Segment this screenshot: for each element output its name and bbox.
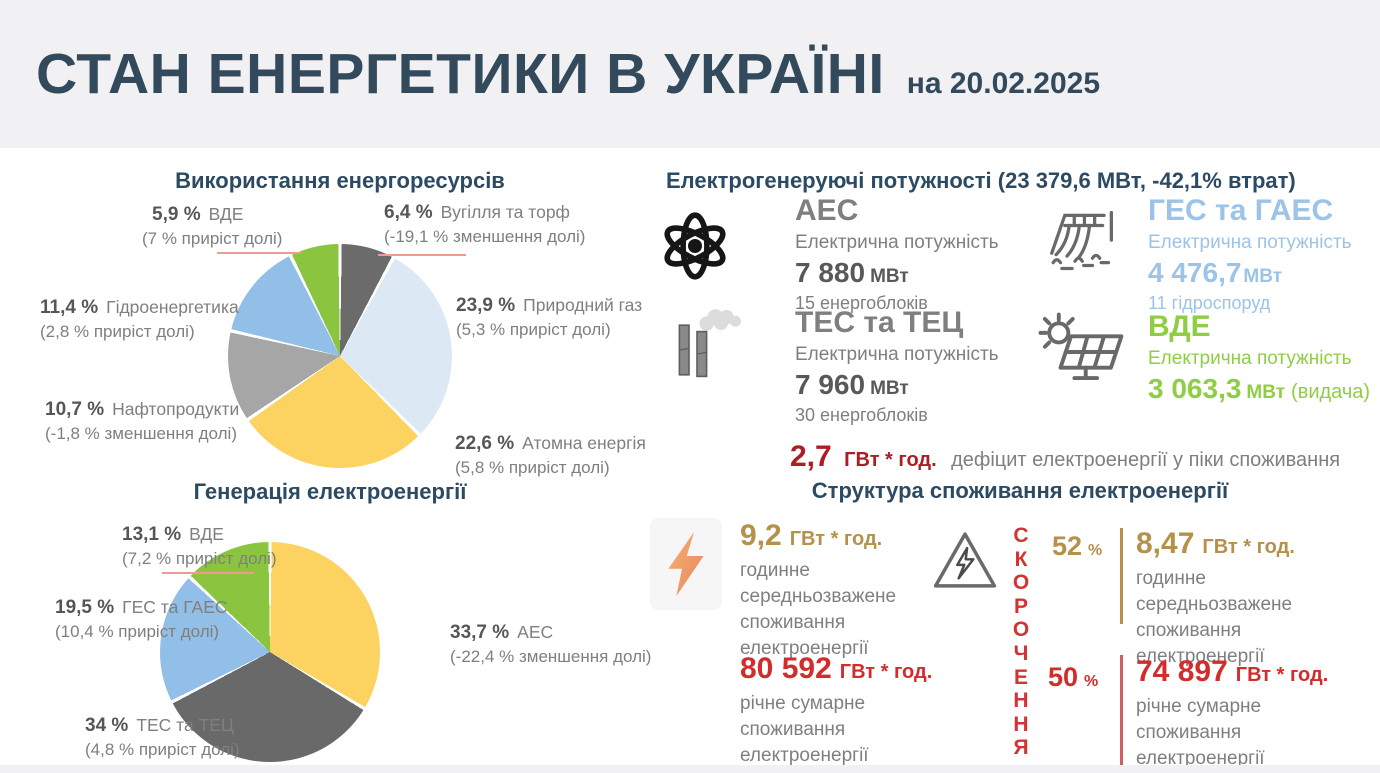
footer-band bbox=[0, 765, 1380, 773]
consumption-title: Структура споживання електроенергії bbox=[811, 478, 1229, 503]
pie1-label-coal: 6,4 % Вугілля та торф (-19,1 % зменшення … bbox=[384, 202, 586, 246]
report-date: на 20.02.2025 bbox=[906, 67, 1101, 100]
annual-reduction-percent: 50% bbox=[1048, 662, 1099, 692]
vde-power-label: Електрична потужність bbox=[1148, 348, 1352, 369]
annual-consumption-left: 80 592 ГВт * год. річне сумарне споживанн… bbox=[740, 652, 940, 769]
chimney-icon bbox=[665, 306, 745, 394]
annual-right-value: 74 897 ГВт * год. bbox=[1136, 655, 1329, 688]
hourly-consumption-left: 9,2 ГВт * год. годинне середньозважене сп… bbox=[740, 519, 940, 662]
leader-line-vde2 bbox=[162, 572, 254, 574]
pie1-label-oil: 10,7 % Нафтопродукти (-1,8 % зменшення до… bbox=[45, 399, 240, 443]
vde-block: ВДЕ Електрична потужність 3 063,3 МВт (вид… bbox=[1148, 312, 1370, 410]
tes-units-count: 30 енергоблоків bbox=[795, 405, 928, 425]
atom-icon bbox=[660, 203, 730, 289]
ges-title: ГЕС та ГАЕС bbox=[1148, 194, 1334, 227]
deficit-row: 2,7 ГВт * год. дефіцит електроенергії у … bbox=[790, 440, 1340, 474]
hourly-right-desc: годинне середньозважене споживання елект… bbox=[1136, 568, 1293, 667]
pie1-label-gas: 23,9 % Природний газ (5,3 % приріст долі) bbox=[456, 295, 643, 339]
tes-capacity: 7 960 МВт bbox=[795, 369, 909, 400]
aes-title: АЕС bbox=[795, 194, 859, 227]
pie2-label-aes: 33,7 % АЕС (-22,4 % зменшення долі) bbox=[450, 622, 652, 666]
gold-divider bbox=[1120, 528, 1123, 624]
aes-power-label: Електрична потужність bbox=[795, 232, 999, 253]
deficit-value: 2,7 bbox=[790, 440, 832, 473]
annual-consumption-right: 74 897 ГВт * год. річне сумарне споживанн… bbox=[1136, 655, 1336, 772]
hourly-left-desc: годинне середньозважене споживання елект… bbox=[740, 560, 897, 659]
pie-chart-electricity-generation bbox=[160, 542, 380, 762]
pie-chart-energy-resources bbox=[228, 244, 452, 468]
leader-line-coal bbox=[378, 254, 466, 256]
high-voltage-warning-icon bbox=[930, 528, 1000, 597]
vde-title: ВДЕ bbox=[1148, 310, 1211, 343]
tes-title: ТЕС та ТЕЦ bbox=[795, 306, 964, 339]
pie1-label-nuclear: 22,6 % Атомна енергія (5,8 % приріст долі… bbox=[455, 433, 646, 477]
page-title: СТАН ЕНЕРГЕТИКИ В УКРАЇНІ bbox=[36, 42, 885, 106]
lightning-icon bbox=[650, 518, 722, 610]
hourly-right-value: 8,47 ГВт * год. bbox=[1136, 527, 1295, 560]
aes-block: АЕС Електрична потужність 7 880 МВт 15 ен… bbox=[795, 194, 999, 313]
red-divider bbox=[1120, 655, 1123, 767]
aes-units-count: 15 енергоблоків bbox=[795, 293, 928, 313]
ges-capacity: 4 476,7 МВт bbox=[1148, 257, 1283, 288]
hourly-consumption-right: 8,47 ГВт * год. годинне середньозважене с… bbox=[1136, 527, 1336, 670]
annual-left-value: 80 592 ГВт * год. bbox=[740, 652, 933, 685]
ges-power-label: Електрична потужність bbox=[1148, 232, 1352, 253]
pie2-label-vde: 13,1 % ВДЕ (7,2 % приріст долі) bbox=[122, 524, 277, 568]
pie1-label-vde: 5,9 % ВДЕ (7 % приріст долі) bbox=[142, 204, 283, 248]
pie2-label-hydro: 19,5 % ГЕС та ГАЕС (10,4 % приріст долі) bbox=[55, 597, 228, 641]
pie2-label-tes: 34 % ТЕС та ТЕЦ (4,8 % приріст долі) bbox=[85, 715, 240, 759]
header-band: СТАН ЕНЕРГЕТИКИ В УКРАЇНІ на 20.02.2025 bbox=[0, 0, 1380, 148]
leader-line-vde bbox=[217, 252, 301, 254]
tes-block: ТЕС та ТЕЦ Електрична потужність 7 960 МВ… bbox=[795, 306, 999, 425]
aes-capacity: 7 880 МВт bbox=[795, 257, 909, 288]
annual-right-desc: річне сумарне споживання електроенергії bbox=[1136, 696, 1265, 769]
tes-power-label: Електрична потужність bbox=[795, 344, 999, 365]
capacities-title: Електрогенеруючі потужності (23 379,6 МВ… bbox=[666, 168, 1296, 193]
pie1-label-hydro: 11,4 % Гідроенергетика (2,8 % приріст дол… bbox=[40, 297, 239, 341]
solar-icon bbox=[1036, 312, 1132, 392]
chart2-title: Генерація електроенергії bbox=[193, 479, 467, 504]
ges-block: ГЕС та ГАЕС Електрична потужність 4 476,… bbox=[1148, 194, 1352, 313]
vde-capacity: 3 063,3 МВт (видача) bbox=[1148, 373, 1371, 404]
hourly-reduction-percent: 52% bbox=[1052, 531, 1103, 561]
hourly-left-value: 9,2 ГВт * год. bbox=[740, 519, 883, 552]
chart1-title: Використання енергоресурсів bbox=[175, 168, 505, 193]
ges-units-count: 11 гідроспоруд bbox=[1148, 293, 1271, 313]
dam-icon bbox=[1043, 202, 1123, 284]
deficit-unit: ГВт * год. bbox=[844, 449, 937, 471]
annual-left-desc: річне сумарне споживання електроенергії bbox=[740, 693, 869, 766]
deficit-text: дефіцит електроенергії у піки споживання bbox=[951, 449, 1341, 471]
